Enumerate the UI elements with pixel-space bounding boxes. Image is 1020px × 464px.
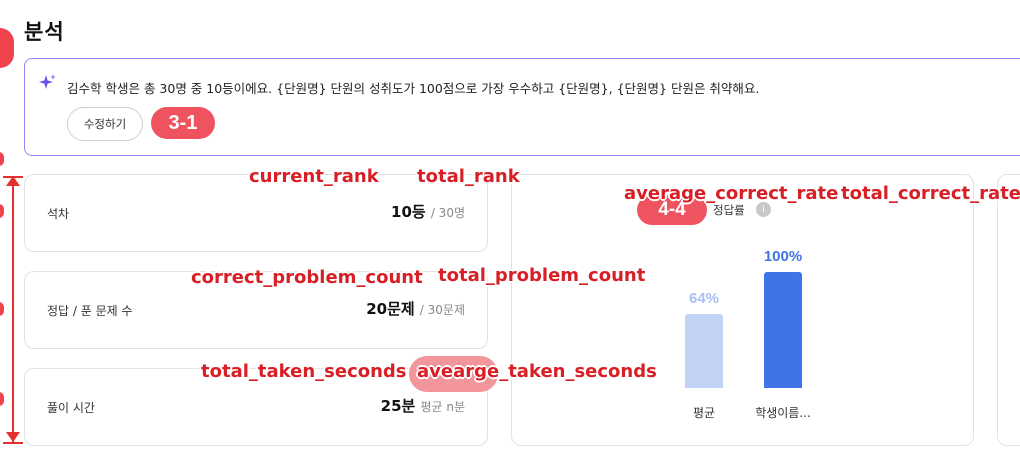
annotation-highlight bbox=[409, 356, 498, 392]
edge-marker bbox=[0, 302, 4, 316]
info-icon[interactable]: i bbox=[756, 202, 771, 217]
annotation-badge-3-1: 3-1 bbox=[151, 107, 215, 139]
stat-sub-value: 평균 n분 bbox=[420, 400, 465, 414]
stat-main-value: 10등 bbox=[391, 203, 426, 221]
stat-value: 25분 평균 n분 bbox=[381, 395, 465, 416]
bar-value-label-0: 64% bbox=[688, 289, 720, 307]
chart-title: 정답률 bbox=[713, 203, 745, 217]
stat-label: 풀이 시간 bbox=[47, 401, 95, 415]
correct-rate-card: 4-4 정답률 i 64% 평균 100% 학생이름... bbox=[511, 174, 974, 446]
bar-category-label-0: 평균 bbox=[692, 406, 716, 420]
measure-line bbox=[12, 176, 14, 442]
stat-value: 20문제 / 30문제 bbox=[366, 298, 465, 319]
stat-main-value: 25분 bbox=[380, 397, 416, 415]
stat-main-value: 20문제 bbox=[366, 300, 415, 318]
bar-value-label-1: 100% bbox=[763, 248, 803, 265]
annotation-correct-problem-count: correct_problem_count bbox=[191, 267, 423, 288]
bar-0 bbox=[685, 313, 723, 388]
measure-arrow-bottom bbox=[6, 432, 20, 442]
page-title: 분석 bbox=[24, 20, 65, 44]
measure-arrow-top bbox=[6, 176, 20, 186]
next-card bbox=[997, 174, 1020, 446]
annotation-total-problem-count: total_problem_count bbox=[438, 265, 646, 286]
sparkle-icon bbox=[39, 74, 56, 89]
stat-sub-value: / 30명 bbox=[430, 206, 465, 220]
annotation-total-taken-seconds: total_taken_seconds bbox=[201, 361, 407, 382]
measure-cap-bottom bbox=[3, 442, 23, 444]
measure-cap-top bbox=[3, 176, 23, 178]
stat-label: 정답 / 푼 문제 수 bbox=[47, 304, 133, 318]
edge-marker bbox=[0, 204, 4, 218]
bar-1 bbox=[764, 272, 802, 388]
edit-button[interactable]: 수정하기 bbox=[67, 107, 143, 141]
edge-marker bbox=[0, 152, 4, 166]
stat-card-rank: 석차 10등 / 30명 bbox=[24, 174, 488, 252]
ai-summary-box: 김수학 학생은 총 30명 중 10등이에요. {단원명} 단원의 성취도가 1… bbox=[24, 58, 1020, 156]
annotation-total-rank: total_rank bbox=[417, 166, 520, 187]
stat-value: 10등 / 30명 bbox=[391, 201, 465, 222]
annotation-badge-4-4: 4-4 bbox=[637, 195, 707, 225]
edge-marker bbox=[0, 392, 4, 406]
summary-text: 김수학 학생은 총 30명 중 10등이에요. {단원명} 단원의 성취도가 1… bbox=[67, 81, 760, 96]
annotation-average-correct-rate: average_correct_rate bbox=[624, 183, 839, 204]
annotation-average-taken-seconds: avearge_taken_seconds bbox=[417, 361, 657, 382]
annotation-current-rank: current_rank bbox=[249, 166, 379, 187]
stat-sub-value: / 30문제 bbox=[419, 303, 465, 317]
annotation-total-correct-rate: total_correct_rate bbox=[841, 183, 1020, 204]
stat-card-problems: 정답 / 푼 문제 수 20문제 / 30문제 bbox=[24, 271, 488, 349]
stat-label: 석차 bbox=[47, 207, 70, 221]
bar-category-label-1: 학생이름... bbox=[755, 406, 811, 420]
section-marker bbox=[0, 28, 14, 68]
